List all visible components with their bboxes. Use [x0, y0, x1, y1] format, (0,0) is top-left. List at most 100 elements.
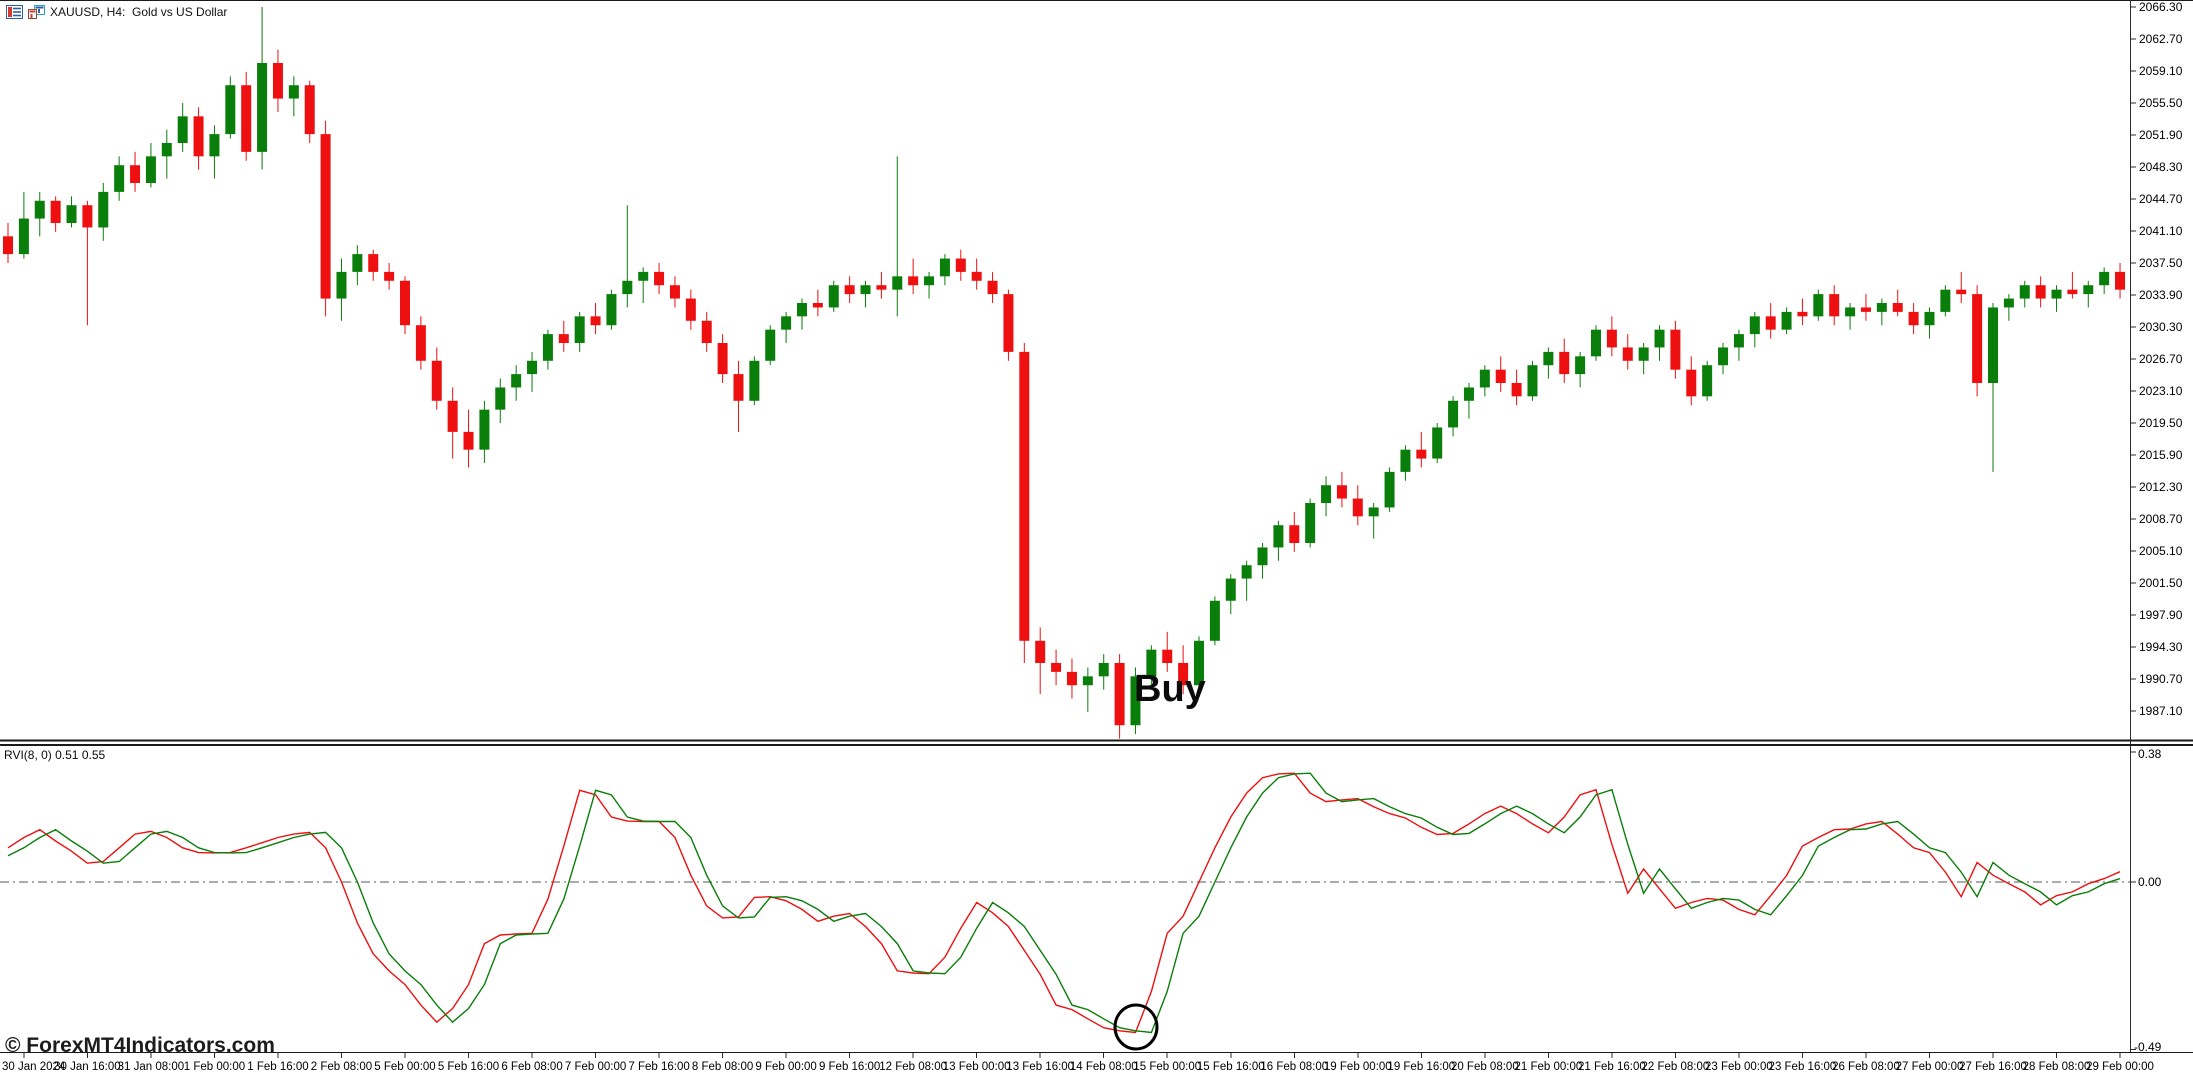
- candle-body: [1098, 663, 1109, 677]
- time-axis-label: 21 Feb 16:00: [1578, 1061, 1646, 1073]
- candle-body: [812, 303, 823, 308]
- indicator-axis-zero-label: 0.00: [2138, 875, 2162, 889]
- buy-text-annotation[interactable]: Buy: [1134, 668, 1206, 710]
- candle-body: [1940, 289, 1951, 312]
- candle-body: [1733, 334, 1744, 348]
- candle-body: [1924, 311, 1935, 326]
- time-axis-label: 7 Feb 16:00: [628, 1061, 689, 1073]
- candle-body: [479, 409, 490, 450]
- candle-body: [749, 360, 760, 401]
- candle-body: [352, 254, 363, 272]
- candle-body: [336, 271, 347, 299]
- candle-body: [1527, 365, 1538, 397]
- price-axis-label: 2066.30: [2139, 0, 2183, 14]
- time-axis-label: 6 Feb 08:00: [501, 1061, 562, 1073]
- candle-body: [1622, 347, 1633, 361]
- price-axis-label: 2037.50: [2139, 256, 2183, 270]
- candle-body: [1845, 307, 1856, 317]
- candle-body: [781, 316, 792, 330]
- candle-body: [527, 360, 538, 375]
- candle-body: [447, 400, 458, 432]
- candle-body: [1781, 311, 1792, 330]
- candle-body: [1003, 294, 1014, 352]
- candle-body: [50, 200, 61, 224]
- candle-body: [82, 205, 93, 228]
- candle-body: [1908, 311, 1919, 326]
- candle-body: [1956, 289, 1967, 295]
- candle-body: [1305, 503, 1316, 544]
- candle-body: [1829, 294, 1840, 317]
- candle-body: [558, 334, 569, 344]
- candle-body: [1575, 356, 1586, 375]
- price-axis-label: 2008.70: [2139, 512, 2183, 526]
- pane-splitter[interactable]: [0, 739, 2193, 746]
- candle-body: [638, 271, 649, 281]
- candle-body: [1416, 449, 1427, 459]
- price-axis-label: 2033.90: [2139, 288, 2183, 302]
- candle-body: [3, 236, 13, 255]
- time-axis-label: 20 Feb 08:00: [1451, 1061, 1519, 1073]
- candle-body: [2115, 271, 2126, 290]
- candle-body: [701, 320, 712, 344]
- chart-header: XAUUSD, H4: Gold vs US Dollar: [6, 4, 227, 20]
- candle-body: [130, 165, 141, 184]
- candle-body: [2051, 289, 2062, 299]
- candle-body: [463, 431, 474, 450]
- candle-body: [606, 294, 617, 326]
- candle-body: [2067, 289, 2078, 295]
- time-axis-label: 9 Feb 00:00: [755, 1061, 816, 1073]
- crossover-circle-annotation[interactable]: [1113, 1003, 1159, 1051]
- candle-body: [797, 303, 807, 317]
- candle-body: [1273, 525, 1284, 548]
- price-axis-label: 2023.10: [2139, 384, 2183, 398]
- candle-body: [1178, 663, 1189, 686]
- candle-body: [892, 276, 903, 290]
- candle-body: [1463, 387, 1474, 401]
- candle-body: [622, 280, 633, 295]
- candle-body: [1813, 294, 1824, 317]
- candle-body: [2035, 285, 2046, 299]
- time-axis-label: 26 Feb 08:00: [1832, 1061, 1900, 1073]
- price-axis-label: 2041.10: [2139, 224, 2183, 238]
- candle-body: [1765, 316, 1776, 330]
- time-axis-label: 15 Feb 16:00: [1197, 1061, 1265, 1073]
- candle-body: [1718, 347, 1729, 366]
- candle-body: [18, 218, 29, 255]
- candle-body: [1797, 311, 1808, 317]
- candle-body: [114, 165, 125, 192]
- chart-title: XAUUSD, H4: Gold vs US Dollar: [50, 5, 228, 19]
- candle-body: [1384, 471, 1395, 508]
- candle-body: [1051, 663, 1062, 672]
- candle-body: [1670, 329, 1681, 370]
- time-axis-label: 5 Feb 00:00: [374, 1061, 435, 1073]
- price-axis-area[interactable]: [2130, 0, 2193, 1052]
- price-axis-label: 2062.70: [2139, 32, 2183, 46]
- time-axis-label: 12 Feb 08:00: [879, 1061, 947, 1073]
- time-axis-area[interactable]: [0, 1052, 2193, 1078]
- candle-body: [542, 334, 553, 361]
- chart-window-icon[interactable]: [28, 5, 45, 19]
- candle-body: [66, 205, 77, 224]
- indicator-list-icon[interactable]: [6, 5, 23, 19]
- time-axis-label: 13 Feb 16:00: [1006, 1061, 1074, 1073]
- price-axis-label: 2019.50: [2139, 416, 2183, 430]
- candle-body: [1892, 303, 1903, 312]
- watermark: © ForexMT4Indicators.com: [5, 1034, 275, 1057]
- candle-body: [1019, 351, 1030, 641]
- candle-body: [241, 85, 252, 152]
- candle-body: [384, 271, 395, 281]
- main-chart-pane[interactable]: [0, 1, 2130, 740]
- time-axis-label: 29 Feb 00:00: [2086, 1061, 2154, 1073]
- candle-body: [1479, 369, 1490, 388]
- indicator-axis-max-label: 0.38: [2138, 747, 2162, 761]
- time-axis-label: 5 Feb 16:00: [438, 1061, 499, 1073]
- candle-body: [1448, 400, 1459, 428]
- price-axis-label: 2012.30: [2139, 480, 2183, 494]
- rvi-signal-line: [7, 772, 2121, 1034]
- candle-body: [987, 280, 998, 295]
- candle-body: [209, 134, 220, 157]
- time-axis-label: 1 Feb 00:00: [184, 1061, 245, 1073]
- indicator-pane[interactable]: [0, 746, 2130, 1052]
- candle-body: [685, 298, 696, 321]
